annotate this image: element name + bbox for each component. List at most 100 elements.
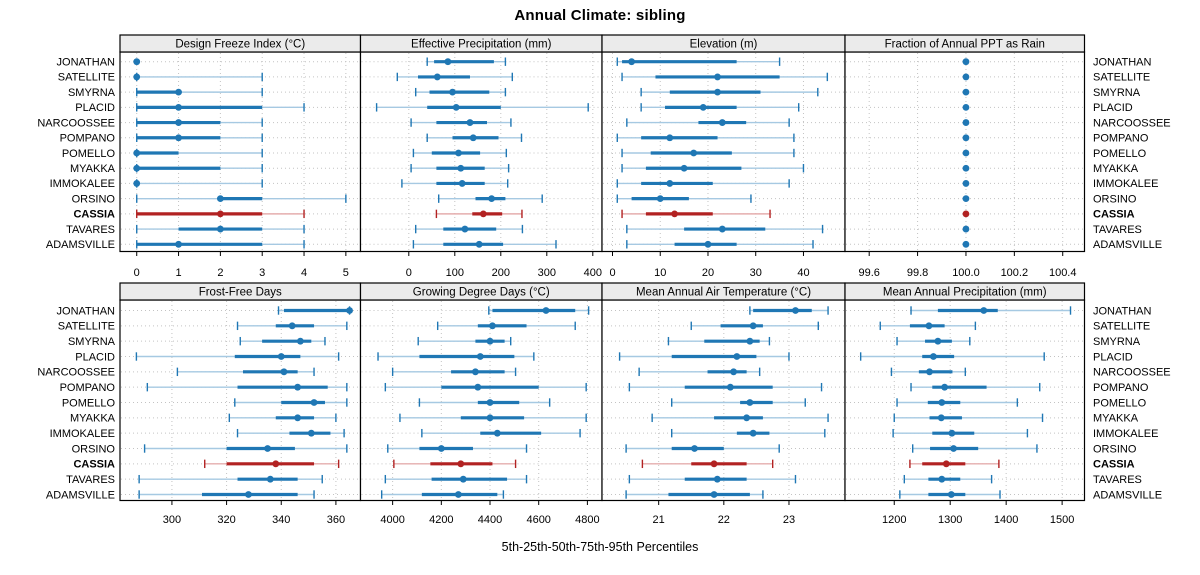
median-dot (294, 414, 302, 422)
median-dot (264, 445, 271, 452)
panel-strip-title: Frost-Free Days (199, 287, 282, 299)
row-label: SATELLITE (1093, 321, 1150, 333)
x-tick-label: 100.4 (1049, 267, 1077, 279)
median-dot (175, 119, 182, 126)
percentile-row-immokalee (421, 428, 581, 438)
median-dot (938, 399, 946, 406)
panel-strip-title: Design Freeze Index (°C) (175, 39, 305, 51)
median-dot (310, 399, 318, 406)
percentile-row-myakka (228, 413, 337, 423)
median-dot (479, 210, 487, 218)
median-dot (962, 134, 970, 142)
median-dot (947, 491, 955, 498)
median-dot (133, 58, 141, 66)
percentile-row-pomello (234, 398, 348, 407)
percentile-row-jonathan (426, 57, 507, 66)
median-dot (489, 322, 496, 330)
median-dot (941, 383, 949, 391)
percentile-row-tavares (903, 474, 993, 484)
median-dot (934, 337, 942, 345)
percentile-row-myakka (621, 164, 805, 173)
row-label: PLACID (75, 351, 115, 363)
percentile-row-placid (640, 103, 800, 112)
median-dot (730, 368, 737, 376)
median-dot (962, 240, 970, 248)
x-tick-label: 4400 (478, 514, 502, 526)
median-dot (743, 414, 751, 422)
percentile-row-immokalee (133, 179, 263, 188)
median-dot (472, 368, 479, 376)
x-axis: 300 320 340 360 (163, 500, 345, 526)
median-dot (942, 460, 950, 468)
median-dot (175, 88, 182, 96)
percentile-row-cassia (621, 209, 771, 219)
percentile-row-satellite (621, 72, 829, 82)
x-tick-label: 20 (702, 267, 714, 279)
row-label: POMELLO (62, 148, 116, 160)
row-label: TAVARES (1093, 474, 1142, 486)
percentile-row-pompano (962, 134, 970, 142)
percentile-row-narcoossee (136, 118, 263, 127)
x-tick-label: 1500 (1050, 514, 1074, 526)
x-axis: 99.6 99.8 100.0 100.2 100.4 (858, 251, 1077, 279)
percentile-row-tavares (384, 474, 528, 484)
panel-body (602, 300, 845, 501)
median-dot (718, 225, 726, 233)
row-label: JONATHAN (1093, 305, 1152, 317)
gridlines (846, 53, 1084, 251)
x-tick-label: 0 (134, 267, 140, 279)
median-dot (133, 73, 141, 81)
percentile-row-pomello (412, 148, 508, 158)
median-dot (457, 460, 465, 468)
percentile-row-orsino (616, 194, 752, 203)
row-label: TAVARES (66, 224, 115, 236)
x-tick-label: 4200 (429, 514, 453, 526)
row-label: ORSINO (1093, 193, 1137, 205)
percentile-row-smyrna (417, 336, 512, 346)
median-dot (175, 134, 182, 142)
percentile-row-immokalee (671, 428, 826, 438)
panel-growing-degree-days-c: 4000 4200 4400 4600 4800 Growing Degree Days … (359, 282, 603, 526)
median-dot (266, 475, 274, 483)
row-label: JONATHAN (57, 305, 116, 317)
x-tick-label: 340 (272, 514, 290, 526)
panel-strip-title: Fraction of Annual PPT as Rain (885, 39, 1045, 51)
percentile-row-narcoossee (410, 118, 512, 127)
percentile-row-myakka (399, 413, 587, 423)
percentile-row-cassia (435, 209, 523, 219)
percentile-row-jonathan (962, 58, 970, 66)
median-dot (216, 210, 224, 218)
panel-frost-free-days: 300 320 340 360 Frost-Free Days (119, 282, 362, 526)
x-tick-label: 1 (175, 267, 181, 279)
median-dot (980, 307, 988, 314)
median-dot (296, 337, 304, 345)
row-label: SMYRNA (1093, 336, 1141, 348)
row-labels-left-band2: JONATHAN SATELLITE SMYRNA PLACID NARCOOSSEE P… (37, 305, 115, 501)
median-dot (962, 210, 970, 218)
median-dot (962, 195, 970, 203)
median-dot (962, 103, 970, 111)
median-dot (277, 353, 285, 360)
percentile-row-narcoossee (890, 367, 967, 377)
median-dot (704, 240, 712, 248)
median-dot (280, 368, 288, 376)
median-dot (962, 73, 970, 81)
x-tick-label: 300 (538, 267, 556, 279)
percentile-row-pomello (671, 398, 806, 407)
percentile-row-satellite (962, 73, 970, 81)
median-dot (691, 445, 698, 452)
median-dot (175, 103, 182, 111)
row-label: SATELLITE (58, 72, 115, 84)
x-tick-label: 4 (301, 267, 307, 279)
median-dot (948, 429, 956, 437)
percentile-row-orsino (438, 194, 543, 203)
percentile-row-narcoossee (391, 367, 517, 377)
gridlines (361, 53, 601, 251)
percentile-row-narcoossee (176, 367, 315, 377)
panel-body (360, 52, 602, 252)
row-label: POMPANO (1093, 133, 1149, 145)
panel-elevation-m: 0 10 20 30 40 Elevation (m) (601, 34, 846, 279)
row-label: MYAKKA (70, 163, 116, 175)
panel-strip (844, 282, 1086, 301)
row-label: TAVARES (1093, 224, 1142, 236)
